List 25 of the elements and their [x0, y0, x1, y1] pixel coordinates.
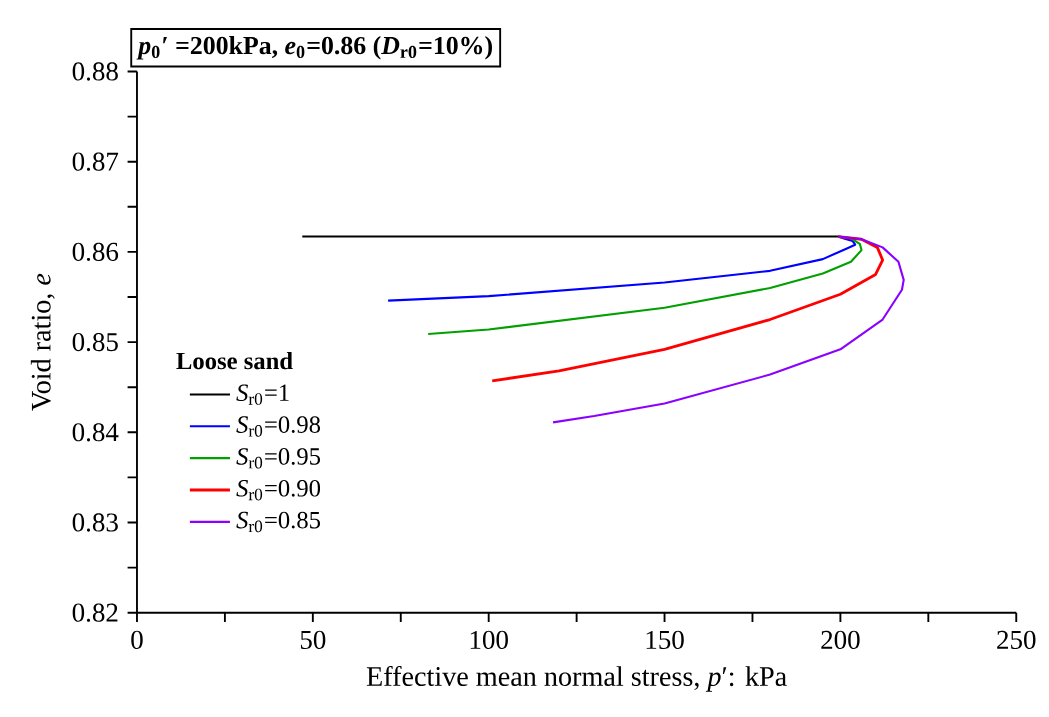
y-tick-label: 0.83	[72, 513, 118, 532]
y-tick-label: 0.87	[72, 152, 119, 171]
y-tick-label: 0.84	[72, 423, 119, 442]
y-tick-label: 0.85	[72, 332, 118, 352]
line-series	[387, 235, 857, 302]
y-tick-label: 0.82	[72, 603, 118, 622]
x-tick-label: 100	[470, 630, 508, 650]
x-tick-label: 150	[646, 630, 684, 650]
y-tick-label: 0.88	[72, 62, 118, 81]
line-series	[551, 235, 905, 424]
x-tick-label: 250	[997, 630, 1036, 650]
chart-title: p$_{0}$′ =200kPa, e$_{0}$=0.86 (D$_{r0}$=10%)	[136, 36, 492, 60]
line-series	[490, 235, 885, 383]
legend-label: S$_{r0}$=0.98	[236, 416, 321, 437]
legend-label: S$_{r0}$=0.85	[236, 511, 321, 533]
legend-label: S$_{r0}$=1	[236, 384, 289, 405]
y-tick-label: 0.86	[72, 242, 119, 262]
legend-label: S$_{r0}$=0.95	[236, 448, 321, 469]
x-tick-label: 50	[300, 630, 326, 650]
y-axis-title: Void ratio, e	[30, 273, 55, 411]
legend-title: Loose sand	[176, 352, 293, 370]
x-axis-title: Effective mean normal stress, p′: kPa	[366, 665, 787, 692]
legend-label: S$_{r0}$=0.90	[236, 479, 321, 501]
x-tick-label: 200	[821, 630, 860, 650]
x-tick-label: 0	[131, 630, 143, 650]
